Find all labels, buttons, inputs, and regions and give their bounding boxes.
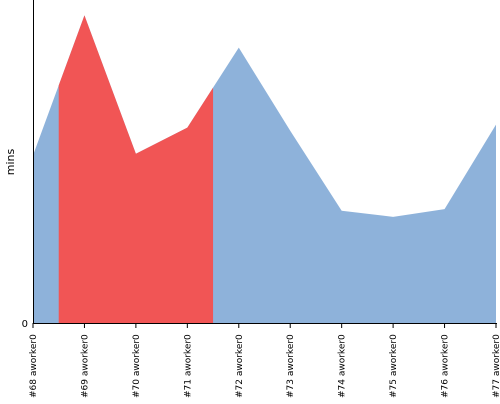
highlighted-area-segment: [58, 15, 214, 324]
x-tick-layer: #68 aworker0 #69 aworker0 #70 aworker0 #71 …: [29, 323, 500, 398]
x-tick-label: #72 aworker0: [235, 334, 245, 398]
x-tick-label: #70 aworker0: [132, 334, 142, 398]
x-tick-label: #74 aworker0: [338, 334, 348, 398]
x-tick-label: #77 aworker0: [492, 334, 500, 398]
x-tick-label: #75 aworker0: [389, 334, 399, 398]
y-axis-title: mins: [4, 148, 17, 175]
x-tick-label: #68 aworker0: [29, 334, 39, 398]
y-tick-layer: 0: [22, 319, 28, 330]
y-tick-label: 0: [22, 319, 28, 330]
area-layer: [33, 15, 496, 324]
x-tick-label: #76 aworker0: [441, 334, 451, 398]
x-tick-label: #71 aworker0: [183, 334, 193, 398]
x-tick-label: #73 aworker0: [286, 334, 296, 398]
x-tick-label: #69 aworker0: [80, 334, 90, 398]
